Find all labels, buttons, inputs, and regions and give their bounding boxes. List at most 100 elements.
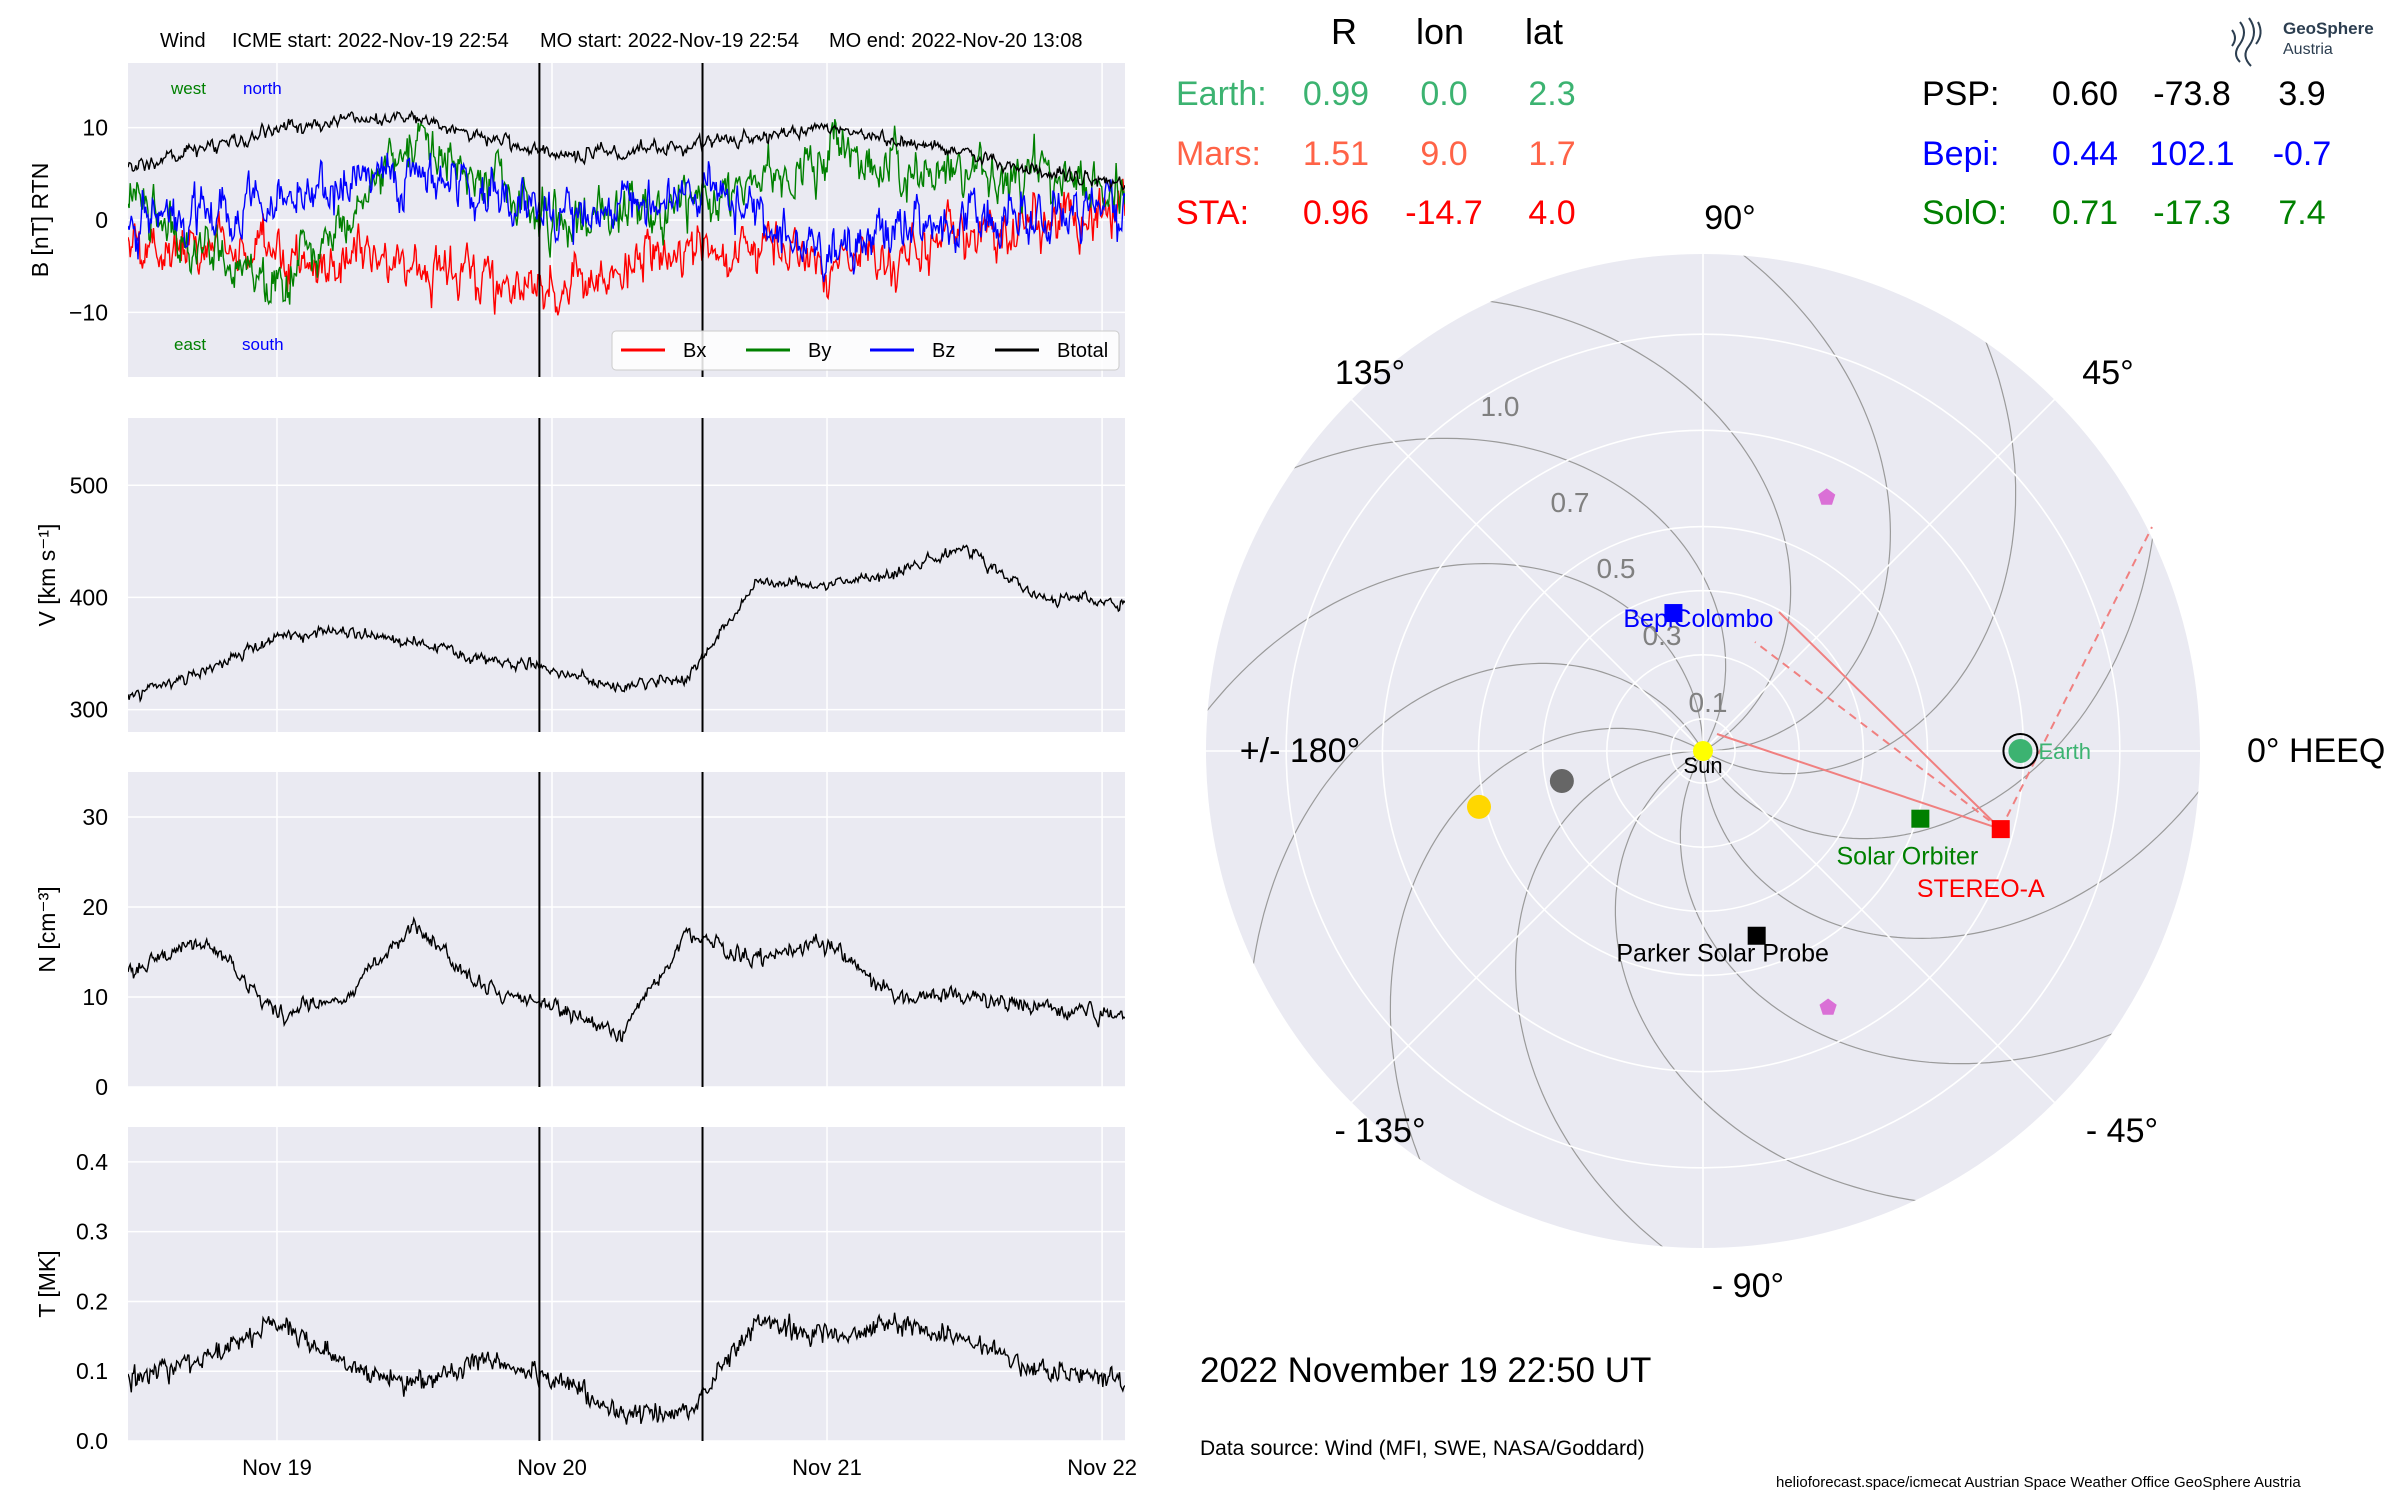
series-line-t bbox=[128, 1312, 1125, 1425]
timestamp-label: 2022 November 19 22:50 UT bbox=[1200, 1351, 1651, 1390]
table-header-r: R bbox=[1331, 11, 1357, 52]
table-row-r: 0.71 bbox=[2052, 194, 2118, 232]
y-tick-label: 0.3 bbox=[76, 1219, 108, 1245]
legend-label-bx: Bx bbox=[683, 340, 706, 362]
table-row-right: SolO: 0.71 -17.3 7.4 bbox=[1922, 194, 2326, 232]
y-tick-label: 0.1 bbox=[76, 1358, 108, 1384]
y-axis-label: T [MK] bbox=[34, 1250, 60, 1317]
angle-label: - 135° bbox=[1334, 1112, 1425, 1150]
panel-magnetic_field: 10 0 −10 B [nT] RTN west north east south Bx By Bz… bbox=[27, 63, 1125, 377]
angle-label: - 45° bbox=[2086, 1112, 2158, 1150]
table-row-r: 0.96 bbox=[1303, 194, 1369, 232]
x-tick-label: Nov 21 bbox=[792, 1455, 862, 1480]
credits-label: helioforecast.space/icmecat Austrian Spa… bbox=[1776, 1474, 2301, 1491]
parker-spiral-line bbox=[1679, 750, 2128, 1065]
y-tick-label: 500 bbox=[70, 472, 108, 498]
radial-tick-label: 0.5 bbox=[1597, 553, 1636, 584]
series-line-bz bbox=[128, 152, 1125, 283]
point-label: STEREO-A bbox=[1917, 875, 2045, 903]
legend: Bx By Bz Btotal bbox=[611, 330, 1120, 371]
point-label: Sun bbox=[1683, 753, 1722, 778]
angle-label: 0° HEEQ bbox=[2247, 732, 2385, 770]
corner-label-west: west bbox=[170, 79, 206, 98]
planet-dot bbox=[1466, 794, 1491, 819]
series-line-v bbox=[128, 544, 1125, 704]
table-row-lon: 0.0 bbox=[1420, 75, 1467, 113]
table-row-left: STA: 0.96 -14.7 4.0 bbox=[1176, 194, 1576, 232]
y-tick-label: 0.4 bbox=[76, 1149, 108, 1175]
connection-line bbox=[1778, 611, 2002, 830]
radial-tick-label: 0.7 bbox=[1551, 487, 1590, 518]
planet-marker-venus bbox=[1466, 794, 1491, 819]
legend-label-by: By bbox=[808, 340, 831, 362]
table-row-lat: 3.9 bbox=[2278, 75, 2325, 113]
parker-spiral-line bbox=[1389, 727, 1704, 1176]
angle-label: 90° bbox=[1704, 199, 1755, 237]
y-tick-label: −10 bbox=[69, 299, 108, 325]
y-axis-label: N [cm⁻³] bbox=[34, 886, 60, 972]
y-tick-label: 0 bbox=[95, 207, 108, 233]
table-header-lat: lat bbox=[1525, 11, 1563, 52]
table-row-lat: 7.4 bbox=[2278, 194, 2325, 232]
y-tick-label: 10 bbox=[82, 984, 108, 1010]
parker-spiral-line bbox=[1206, 562, 1704, 752]
table-header-lon: lon bbox=[1416, 11, 1464, 52]
planet-marker-solar-orbiter: Solar Orbiter bbox=[1836, 809, 1978, 871]
angle-label: - 90° bbox=[1712, 1267, 1784, 1305]
x-axis-tick-labels: Nov 19 Nov 20 Nov 21 Nov 22 bbox=[242, 1455, 1137, 1480]
earth-marker bbox=[2008, 739, 2033, 763]
parker-spiral-line bbox=[1702, 326, 2017, 775]
angular-grid-line bbox=[1351, 750, 1704, 1103]
table-row-name: PSP: bbox=[1922, 75, 1999, 113]
stereo-a-connection-lines bbox=[1716, 526, 2153, 831]
logo-text-austria: Austria bbox=[2283, 41, 2333, 58]
panel-speed: 500 400 300 V [km s⁻¹] bbox=[34, 418, 1125, 732]
table-row-right: PSP: 0.60 -73.8 3.9 bbox=[1922, 75, 2326, 113]
radial-tick-label: 0.3 bbox=[1643, 620, 1682, 651]
y-tick-label: 0.0 bbox=[76, 1428, 108, 1454]
radial-tick-label: 1.0 bbox=[1481, 391, 1520, 422]
table-row-name: STA: bbox=[1176, 194, 1249, 232]
header-mo-end: MO end: 2022-Nov-20 13:08 bbox=[829, 30, 1083, 52]
pentagon-marker bbox=[1818, 488, 1836, 505]
legend-box bbox=[611, 330, 1120, 371]
planet-marker-earth: Earth bbox=[2002, 733, 2091, 769]
header-icme-start: ICME start: 2022-Nov-19 22:54 bbox=[232, 30, 509, 52]
planet-marker-comet-2 bbox=[1819, 998, 1837, 1015]
angular-grid-line bbox=[1351, 399, 1704, 752]
corner-label-east: east bbox=[174, 335, 206, 354]
legend-label-btotal: Btotal bbox=[1057, 340, 1108, 362]
y-tick-label: 10 bbox=[82, 115, 108, 141]
data-source-label: Data source: Wind (MFI, SWE, NASA/Goddar… bbox=[1200, 1437, 1645, 1460]
panel-density: 30 20 10 0 N [cm⁻³] bbox=[34, 772, 1125, 1100]
parker-spiral-line bbox=[1702, 254, 1892, 752]
connection-line bbox=[1716, 733, 2002, 831]
table-row-left: Mars: 1.51 9.0 1.7 bbox=[1176, 135, 1576, 173]
corner-label-south: south bbox=[242, 335, 284, 354]
spacecraft-square bbox=[1911, 809, 1930, 828]
point-label: Earth bbox=[2038, 739, 2091, 764]
geosphere-logo: GeoSphere Austria bbox=[2231, 17, 2374, 67]
logo-text-geosphere: GeoSphere bbox=[2283, 19, 2374, 38]
connection-line-dashed bbox=[1999, 526, 2153, 830]
point-label: Solar Orbiter bbox=[1836, 843, 1978, 871]
planet-marker-stereo-a: STEREO-A bbox=[1917, 820, 2045, 903]
sun-marker bbox=[1693, 741, 1713, 761]
y-tick-label: 0.2 bbox=[76, 1288, 108, 1314]
angular-grid-line bbox=[1702, 399, 2055, 752]
x-tick-label: Nov 19 bbox=[242, 1455, 312, 1480]
spacecraft-square bbox=[1991, 820, 2010, 839]
table-row-r: 1.51 bbox=[1303, 135, 1369, 173]
planet-marker-mercury bbox=[1549, 768, 1574, 793]
table-row-name: Earth: bbox=[1176, 75, 1267, 113]
table-row-r: 0.44 bbox=[2052, 135, 2118, 173]
panel-background bbox=[128, 1127, 1125, 1441]
corner-label-north: north bbox=[243, 79, 282, 98]
planet-dot bbox=[1549, 768, 1574, 793]
table-row-r: 0.99 bbox=[1303, 75, 1369, 113]
table-row-right: Bepi: 0.44 102.1 -0.7 bbox=[1922, 135, 2331, 173]
table-row-lon: -14.7 bbox=[1405, 194, 1483, 232]
y-tick-label: 30 bbox=[82, 804, 108, 830]
